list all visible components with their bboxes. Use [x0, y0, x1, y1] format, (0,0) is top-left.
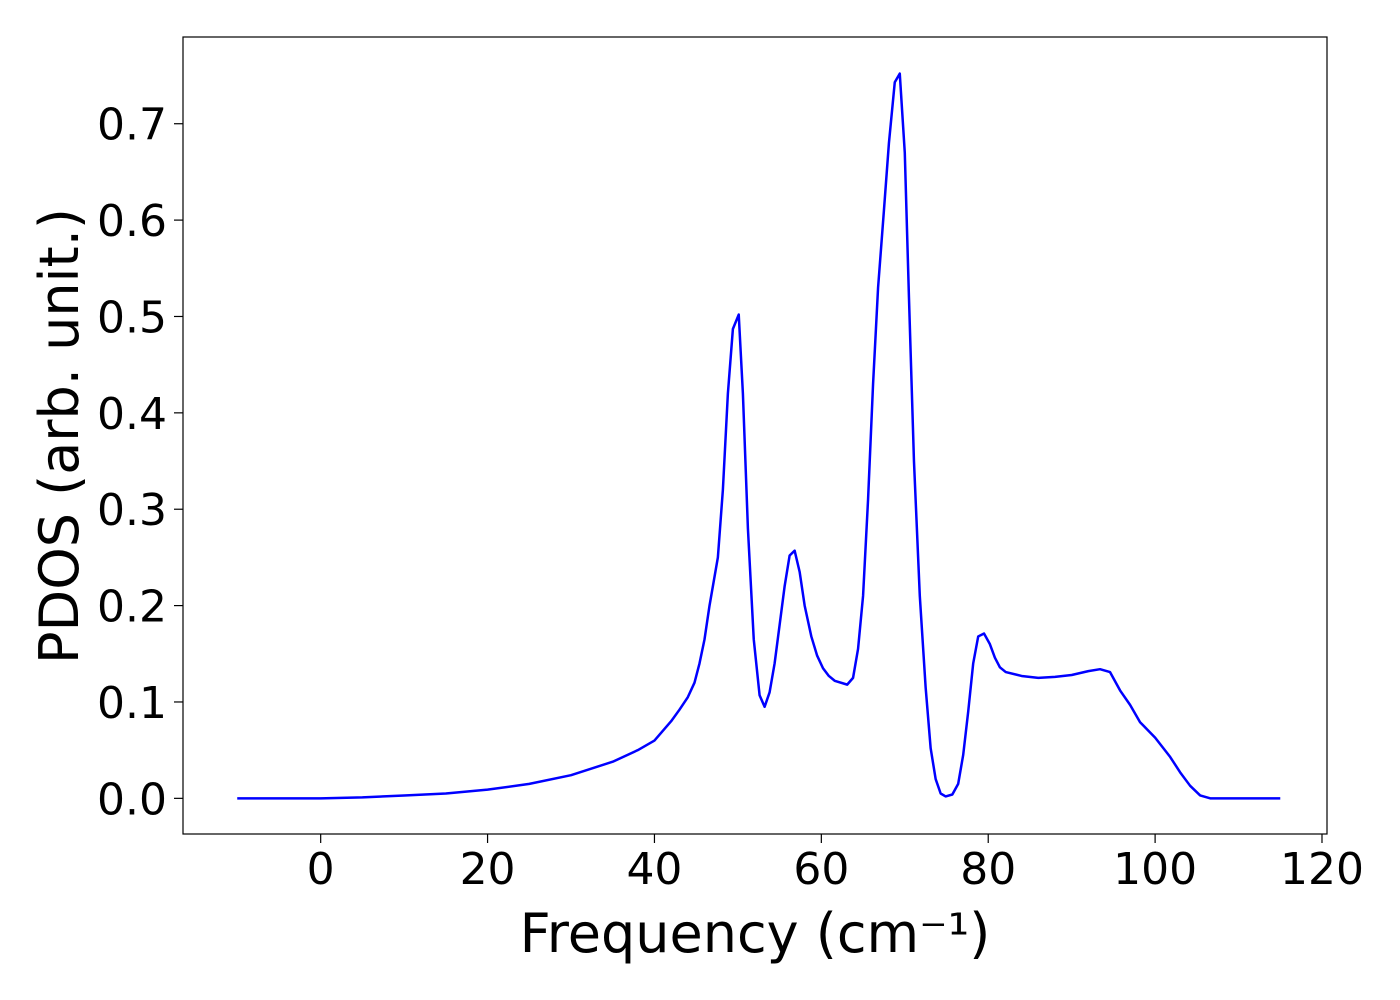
- x-tick-label: 80: [960, 844, 1016, 895]
- x-tick-label: 100: [1113, 844, 1197, 895]
- y-tick-label: 0.6: [97, 196, 167, 247]
- x-tick-label: 40: [626, 844, 682, 895]
- x-axis-label: Frequency (cm⁻¹): [520, 902, 991, 965]
- y-axis-label: PDOS (arb. unit.): [28, 208, 91, 664]
- data-line: [237, 72, 1281, 800]
- y-tick-label: 0.1: [97, 678, 167, 729]
- y-tick-label: 0.4: [97, 389, 167, 440]
- y-tick-label: 0.2: [97, 582, 167, 633]
- plot-frame: [182, 36, 1328, 835]
- x-tick-label: 20: [460, 844, 516, 895]
- y-tick-label: 0.7: [97, 100, 167, 151]
- y-tick-label: 0.5: [97, 292, 167, 343]
- x-tick-label: 60: [793, 844, 849, 895]
- y-tick-label: 0.3: [97, 485, 167, 536]
- y-tick-label: 0.0: [97, 774, 167, 825]
- x-tick-label: 0: [307, 844, 335, 895]
- x-tick-label: 120: [1280, 844, 1364, 895]
